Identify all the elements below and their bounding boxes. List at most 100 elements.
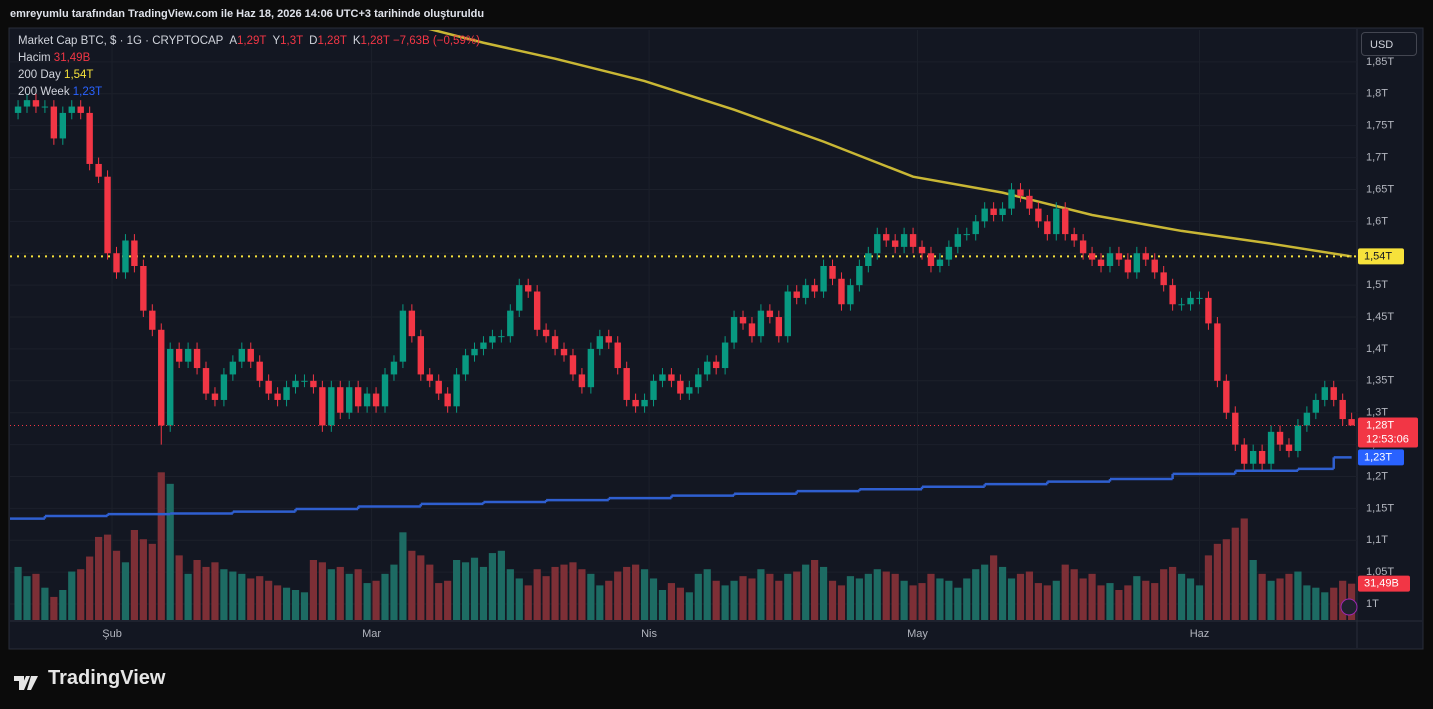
volume-bar: [667, 583, 676, 620]
candle-body: [596, 336, 604, 349]
candle-body: [525, 285, 532, 292]
candle-body: [247, 348, 254, 362]
volume-bar: [1213, 543, 1221, 620]
ohlc-value: 1,29T: [237, 35, 267, 47]
volume-bar: [282, 587, 291, 620]
volume-bar: [515, 578, 523, 620]
candle-body: [874, 234, 881, 254]
volume-bar: [14, 566, 22, 620]
volume-bar: [990, 555, 998, 620]
volume-bar: [1151, 583, 1159, 620]
ohlc-key: K: [352, 35, 361, 47]
candle-body: [677, 380, 684, 394]
candle-body: [999, 208, 1006, 215]
currency-button[interactable]: USD: [1361, 32, 1417, 56]
candle-body: [104, 176, 111, 254]
candle-body: [14, 106, 22, 113]
candle-body: [86, 112, 93, 164]
candle-body: [793, 291, 800, 298]
candle-body: [140, 266, 147, 311]
candle-body: [1267, 431, 1275, 464]
y-tick-label: 1,15T: [1366, 502, 1394, 514]
candle-body: [918, 246, 926, 254]
volume-bar: [309, 560, 318, 620]
volume-bar: [345, 573, 353, 620]
candle-body: [1294, 425, 1302, 451]
x-tick-label: Şub: [102, 628, 122, 640]
volume-bar: [399, 532, 407, 620]
candle-body: [175, 348, 183, 362]
x-tick-label: Nis: [641, 628, 657, 640]
candle-body: [1035, 208, 1042, 222]
volume-bar: [86, 556, 94, 620]
y-tick-label: 1,2T: [1366, 470, 1388, 482]
volume-bar: [587, 573, 595, 620]
legend-ma: 200 Week 1,23T: [18, 86, 102, 98]
volume-bar: [873, 569, 881, 620]
candle-body: [1062, 208, 1069, 235]
candle-body: [1330, 387, 1337, 400]
candle-body: [1258, 450, 1266, 464]
volume-bar: [256, 576, 264, 620]
volume-bar: [945, 580, 953, 620]
volume-bar: [864, 573, 872, 620]
volume-bar: [1043, 585, 1051, 620]
chart-panel: [8, 27, 1424, 650]
candle-body: [775, 317, 783, 337]
candle-body: [748, 323, 756, 337]
volume-bar: [542, 576, 550, 620]
candle-body: [1008, 189, 1015, 209]
candle-body: [354, 387, 362, 407]
ohlc: A1,29T Y1,3T D1,28T K1,28T: [223, 35, 389, 47]
volume-bar: [551, 566, 559, 620]
volume-bar: [1240, 518, 1248, 620]
volume-bar: [68, 571, 76, 620]
candle-body: [1303, 412, 1311, 426]
volume-bar: [390, 564, 398, 620]
candle-body: [41, 106, 49, 108]
candle-body: [131, 240, 138, 266]
volume-bar: [229, 571, 237, 620]
price-tag-label: 1,54T: [1364, 250, 1392, 262]
volume-bar: [605, 580, 613, 620]
volume-bar: [1312, 587, 1320, 620]
candle-body: [1348, 419, 1355, 426]
ohlc-key: Y: [272, 35, 281, 47]
price-tag: [1358, 248, 1404, 265]
candle-body: [95, 163, 102, 177]
candle-body: [668, 374, 675, 381]
candle-body: [1151, 259, 1158, 273]
candle-body: [1044, 221, 1051, 235]
candle-body: [471, 348, 478, 356]
candle-body: [480, 342, 487, 349]
volume-bar: [211, 562, 219, 620]
candle-body: [1214, 323, 1221, 381]
ohlc-value: 1,28T: [360, 35, 390, 47]
candle-body: [390, 361, 398, 375]
volume-tag-label: 31,49B: [1364, 578, 1399, 590]
candle-body: [1160, 272, 1167, 286]
candle-body: [1321, 387, 1328, 400]
volume-bar: [793, 571, 801, 620]
countdown: 12:53:06: [1366, 433, 1409, 445]
candles: [10, 93, 1357, 471]
price-tag: [1358, 449, 1404, 466]
candle-body: [417, 336, 425, 375]
volume-bar: [972, 569, 980, 620]
volume-bar: [1339, 580, 1347, 620]
volume-bar: [891, 573, 899, 620]
volume-bar: [1160, 569, 1168, 620]
candle-body: [650, 380, 657, 400]
candle-body: [1017, 189, 1024, 196]
volume-bar: [694, 573, 702, 620]
candle-body: [50, 106, 58, 139]
volume-bar: [1088, 573, 1096, 620]
candle-body: [399, 310, 407, 362]
flash-icon[interactable]: [1340, 598, 1358, 616]
candle-body: [739, 317, 747, 324]
candle-body: [712, 361, 720, 369]
volume-bar: [1231, 527, 1239, 620]
volume-bar: [614, 571, 622, 620]
volume-bar: [1186, 578, 1195, 620]
